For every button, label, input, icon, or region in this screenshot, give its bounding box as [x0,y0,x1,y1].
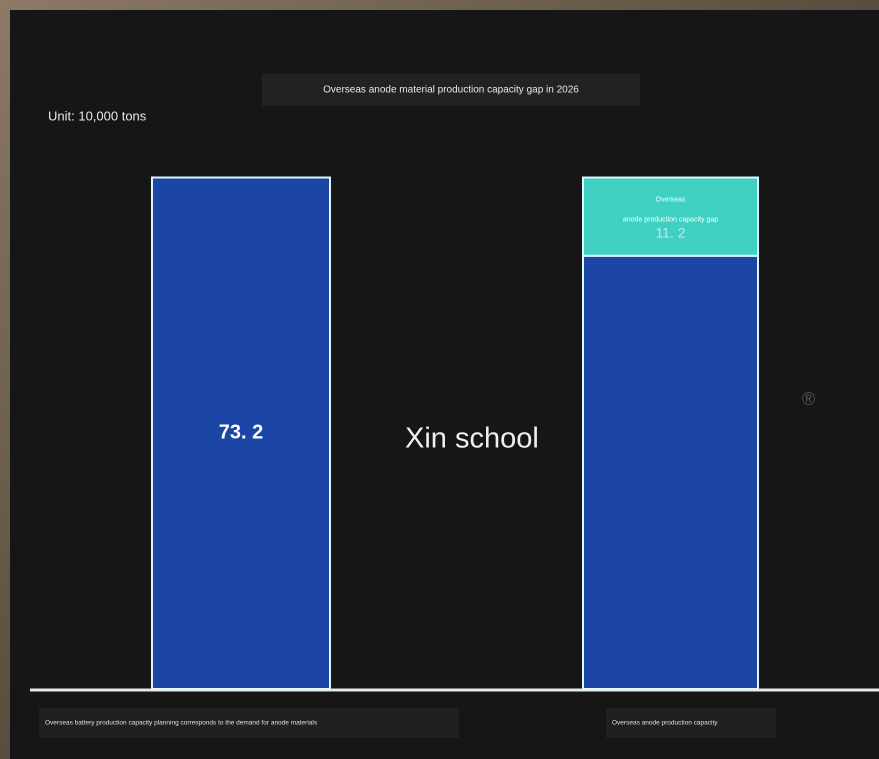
title-box [262,74,640,106]
category-box [606,708,776,738]
chart-title: Overseas anode material production capac… [323,85,579,96]
value-label: 11. 2 [655,225,685,241]
watermark: Xin school [405,423,539,455]
x-tick-label: Overseas anode production capacity [612,720,718,727]
bar-segment [582,176,759,257]
unit-label: Unit: 10,000 tons [48,108,147,123]
category-box [39,708,459,738]
segment-label: anode production capacity gap [623,216,718,223]
value-label: 73. 2 [219,422,263,444]
watermark: ® [802,389,815,409]
x-tick-label: Overseas battery production capacity pla… [45,720,318,727]
bar-segment [151,176,331,690]
segment-label: Overseas [656,196,686,203]
bar-segment [582,254,759,690]
